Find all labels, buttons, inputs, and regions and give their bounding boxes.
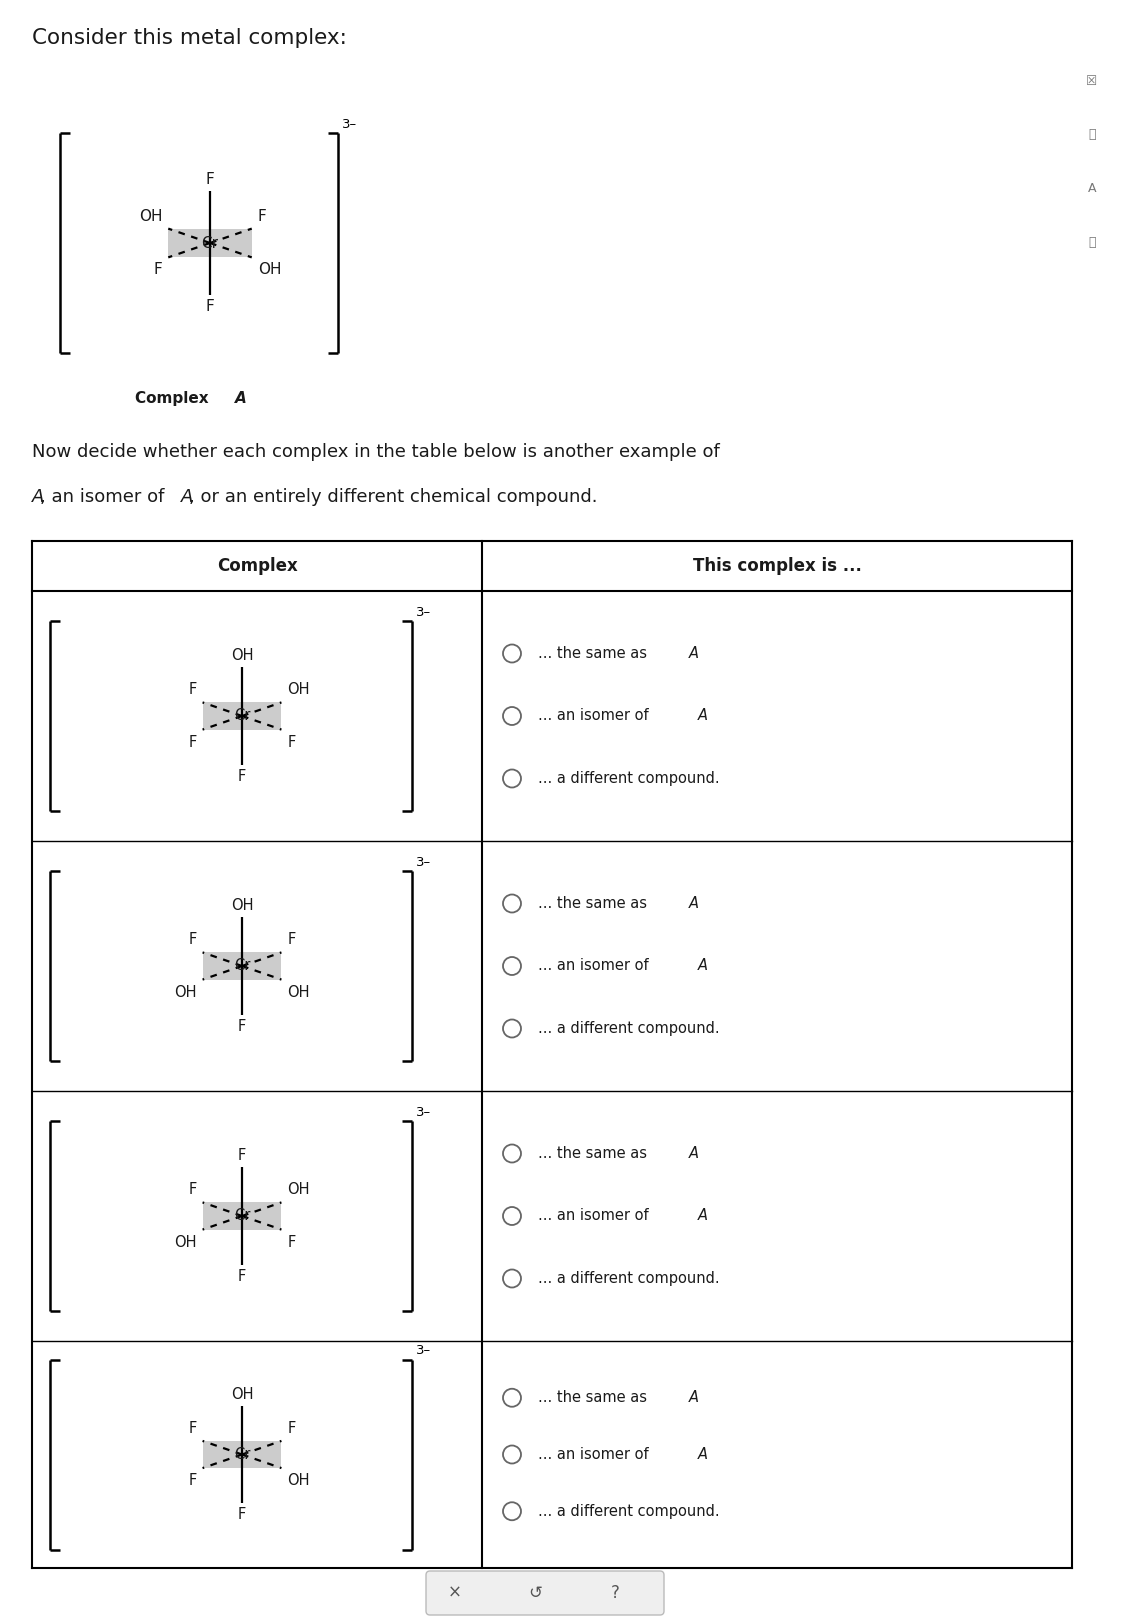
- Text: OH: OH: [288, 985, 310, 1000]
- Text: Complex: Complex: [135, 391, 214, 406]
- Text: OH: OH: [138, 209, 162, 224]
- Text: A: A: [181, 489, 193, 506]
- Text: ☒: ☒: [1087, 75, 1098, 88]
- Text: 3–: 3–: [416, 1344, 431, 1357]
- Text: F: F: [188, 1420, 197, 1436]
- Text: A: A: [688, 646, 699, 661]
- Text: A: A: [235, 391, 246, 406]
- Polygon shape: [202, 1203, 281, 1230]
- Text: OH: OH: [231, 898, 253, 914]
- Text: OH: OH: [288, 1183, 310, 1198]
- Text: ... an isomer of: ... an isomer of: [538, 1209, 654, 1224]
- Text: Cr: Cr: [234, 709, 250, 724]
- Text: F: F: [237, 1147, 246, 1164]
- Text: F: F: [288, 932, 296, 948]
- Text: OH: OH: [288, 682, 310, 698]
- Text: A: A: [1088, 182, 1096, 195]
- Text: ... a different compound.: ... a different compound.: [538, 771, 720, 786]
- Text: F: F: [237, 769, 246, 784]
- Text: ... a different compound.: ... a different compound.: [538, 1505, 720, 1519]
- Text: Consider this metal complex:: Consider this metal complex:: [32, 28, 346, 49]
- Text: F: F: [258, 209, 267, 224]
- Polygon shape: [169, 229, 252, 258]
- Polygon shape: [202, 703, 281, 730]
- Text: ... an isomer of: ... an isomer of: [538, 1448, 654, 1462]
- Text: ↺: ↺: [528, 1584, 542, 1602]
- Text: OH: OH: [288, 1474, 310, 1488]
- Text: F: F: [206, 299, 215, 313]
- Text: A: A: [688, 896, 699, 911]
- Text: Cr: Cr: [201, 235, 218, 250]
- Text: F: F: [188, 932, 197, 948]
- Text: ... the same as: ... the same as: [538, 1391, 651, 1406]
- Text: F: F: [288, 735, 296, 750]
- Text: F: F: [237, 1269, 246, 1284]
- Text: F: F: [188, 735, 197, 750]
- Text: ... a different compound.: ... a different compound.: [538, 1021, 720, 1035]
- Text: OH: OH: [231, 648, 253, 664]
- Text: A: A: [698, 709, 708, 724]
- Text: F: F: [206, 172, 215, 187]
- Text: ... a different compound.: ... a different compound.: [538, 1271, 720, 1285]
- Text: F: F: [288, 1235, 296, 1250]
- Text: OH: OH: [231, 1386, 253, 1402]
- Text: Cr: Cr: [234, 1448, 250, 1462]
- Text: ... the same as: ... the same as: [538, 1146, 651, 1160]
- Text: F: F: [288, 1420, 296, 1436]
- Text: A: A: [698, 959, 708, 974]
- Text: ⦀: ⦀: [1088, 128, 1096, 141]
- Text: OH: OH: [174, 1235, 197, 1250]
- Text: This complex is ...: This complex is ...: [693, 557, 862, 575]
- Text: ... an isomer of: ... an isomer of: [538, 709, 654, 724]
- Text: A: A: [688, 1391, 699, 1406]
- Text: ?: ?: [611, 1584, 620, 1602]
- Text: A: A: [688, 1146, 699, 1160]
- Text: , or an entirely different chemical compound.: , or an entirely different chemical comp…: [189, 489, 597, 506]
- Text: F: F: [188, 1474, 197, 1488]
- Text: ... an isomer of: ... an isomer of: [538, 959, 654, 974]
- Text: ⬛: ⬛: [1088, 237, 1096, 250]
- Text: F: F: [237, 1508, 246, 1522]
- Text: ×: ×: [448, 1584, 462, 1602]
- Text: ... the same as: ... the same as: [538, 646, 651, 661]
- Text: A: A: [32, 489, 44, 506]
- Text: 3–: 3–: [342, 118, 357, 131]
- Text: ... the same as: ... the same as: [538, 896, 651, 911]
- Polygon shape: [202, 1441, 281, 1469]
- Text: 3–: 3–: [416, 605, 431, 618]
- Text: OH: OH: [258, 263, 281, 278]
- Text: F: F: [188, 1183, 197, 1198]
- FancyBboxPatch shape: [426, 1571, 664, 1615]
- Text: F: F: [153, 263, 162, 278]
- Text: Now decide whether each complex in the table below is another example of: Now decide whether each complex in the t…: [32, 443, 720, 461]
- Text: 3–: 3–: [416, 855, 431, 868]
- Text: F: F: [237, 1019, 246, 1034]
- Text: , an isomer of: , an isomer of: [40, 489, 170, 506]
- Text: Cr: Cr: [234, 1209, 250, 1224]
- Text: F: F: [188, 682, 197, 698]
- Text: OH: OH: [174, 985, 197, 1000]
- Text: Cr: Cr: [234, 959, 250, 974]
- Text: Complex: Complex: [217, 557, 297, 575]
- Polygon shape: [202, 953, 281, 980]
- Text: A: A: [698, 1448, 708, 1462]
- Text: 3–: 3–: [416, 1105, 431, 1118]
- Text: A: A: [698, 1209, 708, 1224]
